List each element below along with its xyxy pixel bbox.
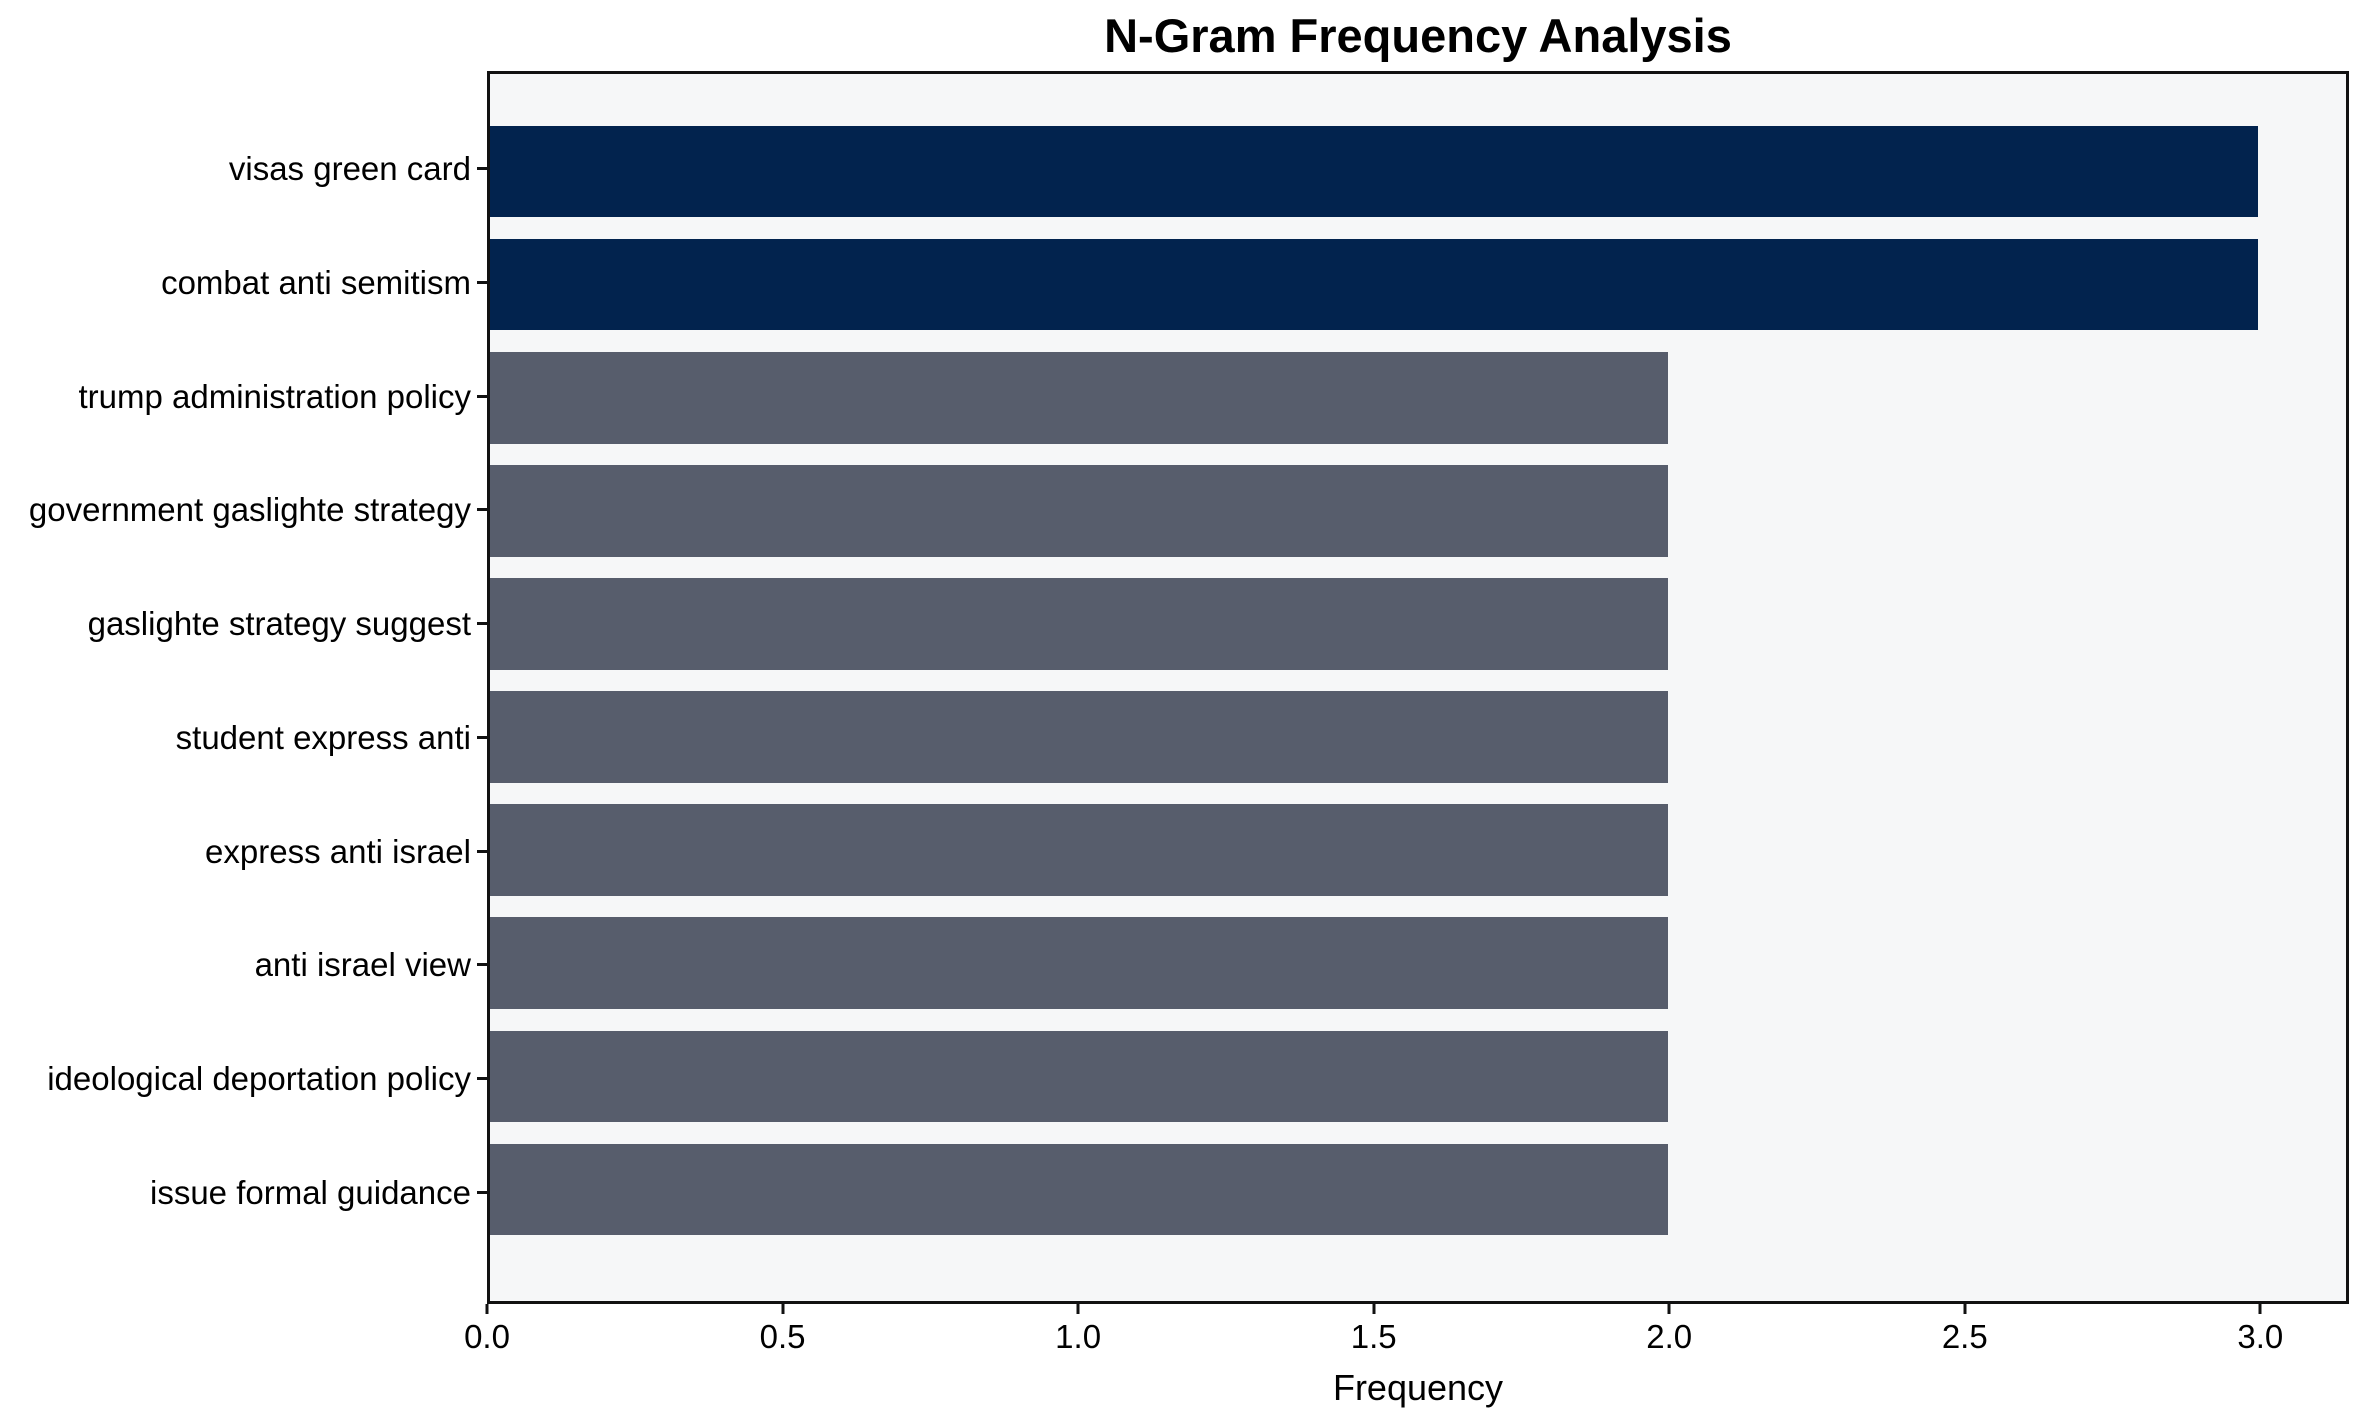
x-tick-mark [1372, 1304, 1376, 1314]
x-tick-mark [1963, 1304, 1967, 1314]
bar-row [490, 567, 2346, 680]
y-tick-label: trump administration policy [78, 377, 472, 415]
bar [490, 465, 1669, 557]
y-axis-labels: visas green card combat anti semitism trum… [0, 71, 487, 1304]
y-tick-mark [477, 281, 487, 285]
bar [490, 351, 1669, 444]
y-tick-label: gaslighte strategy suggest [87, 605, 471, 643]
y-tick-label-row: gaslighte strategy suggest [0, 567, 487, 681]
x-tick-label: 2.0 [1646, 1318, 1693, 1355]
bar-row [490, 115, 2346, 228]
y-tick-label: issue formal guidance [149, 1173, 471, 1211]
y-tick-label: ideological deportation policy [47, 1059, 471, 1097]
y-tick-label-row: student express anti [0, 681, 487, 795]
bar [490, 1030, 1669, 1123]
x-tick-mark [781, 1304, 785, 1314]
x-tick-label: 1.0 [1055, 1318, 1102, 1355]
y-tick-label-row: express anti israel [0, 794, 487, 908]
x-tick-label: 1.5 [1350, 1318, 1397, 1355]
y-tick-label: express anti israel [205, 832, 471, 870]
x-tick-mark [2258, 1304, 2262, 1314]
bar-rows [490, 74, 2346, 1301]
bar-row [490, 1020, 2346, 1133]
chart-title: N-Gram Frequency Analysis [1104, 9, 1732, 62]
y-tick-mark [477, 1190, 487, 1194]
y-tick-label-row: issue formal guidance [0, 1135, 487, 1249]
bar-row [490, 1133, 2346, 1246]
y-tick-label: anti israel view [254, 946, 471, 984]
x-tick-mark [485, 1304, 489, 1314]
y-tick-label-row: trump administration policy [0, 339, 487, 453]
bar-row [490, 341, 2346, 454]
y-tick-mark [477, 622, 487, 626]
y-tick-label-row: visas green card [0, 112, 487, 226]
bar-row [490, 228, 2346, 341]
y-tick-label-row: government gaslighte strategy [0, 453, 487, 567]
y-tick-label-row: combat anti semitism [0, 226, 487, 340]
bar [490, 691, 1669, 783]
y-tick-mark [477, 735, 487, 739]
y-tick-label: combat anti semitism [161, 264, 471, 302]
x-tick-label: 3.0 [2237, 1318, 2284, 1355]
x-tick-label: 2.5 [1941, 1318, 1988, 1355]
y-tick-label: government gaslighte strategy [28, 491, 471, 529]
x-tick-mark [1667, 1304, 1671, 1314]
y-tick-label: visas green card [228, 150, 471, 188]
bar [490, 125, 2258, 218]
bar [490, 578, 1669, 670]
y-tick-mark [477, 167, 487, 171]
plot-area [487, 71, 2349, 1304]
x-axis: 0.0 0.5 1.0 1.5 2.0 2.5 3.0 [464, 1304, 2349, 1374]
y-tick-mark [477, 508, 487, 512]
y-tick-mark [477, 849, 487, 853]
bar-row [490, 680, 2346, 793]
bar-row [490, 454, 2346, 567]
bar-row [490, 794, 2346, 907]
y-tick-mark [477, 963, 487, 967]
bar [490, 917, 1669, 1009]
bar [490, 238, 2258, 331]
x-axis-title: Frequency [1332, 1367, 1504, 1408]
x-tick-label: 0.5 [759, 1318, 806, 1355]
y-tick-mark [477, 394, 487, 398]
y-tick-mark [477, 1076, 487, 1080]
y-tick-label-row: ideological deportation policy [0, 1022, 487, 1136]
bar [490, 804, 1669, 896]
bar [490, 1143, 1669, 1236]
x-tick-label: 0.0 [464, 1318, 510, 1355]
x-tick-mark [1076, 1304, 1080, 1314]
y-tick-label: student express anti [175, 718, 471, 756]
y-tick-label-row: anti israel view [0, 908, 487, 1022]
bar-row [490, 907, 2346, 1020]
